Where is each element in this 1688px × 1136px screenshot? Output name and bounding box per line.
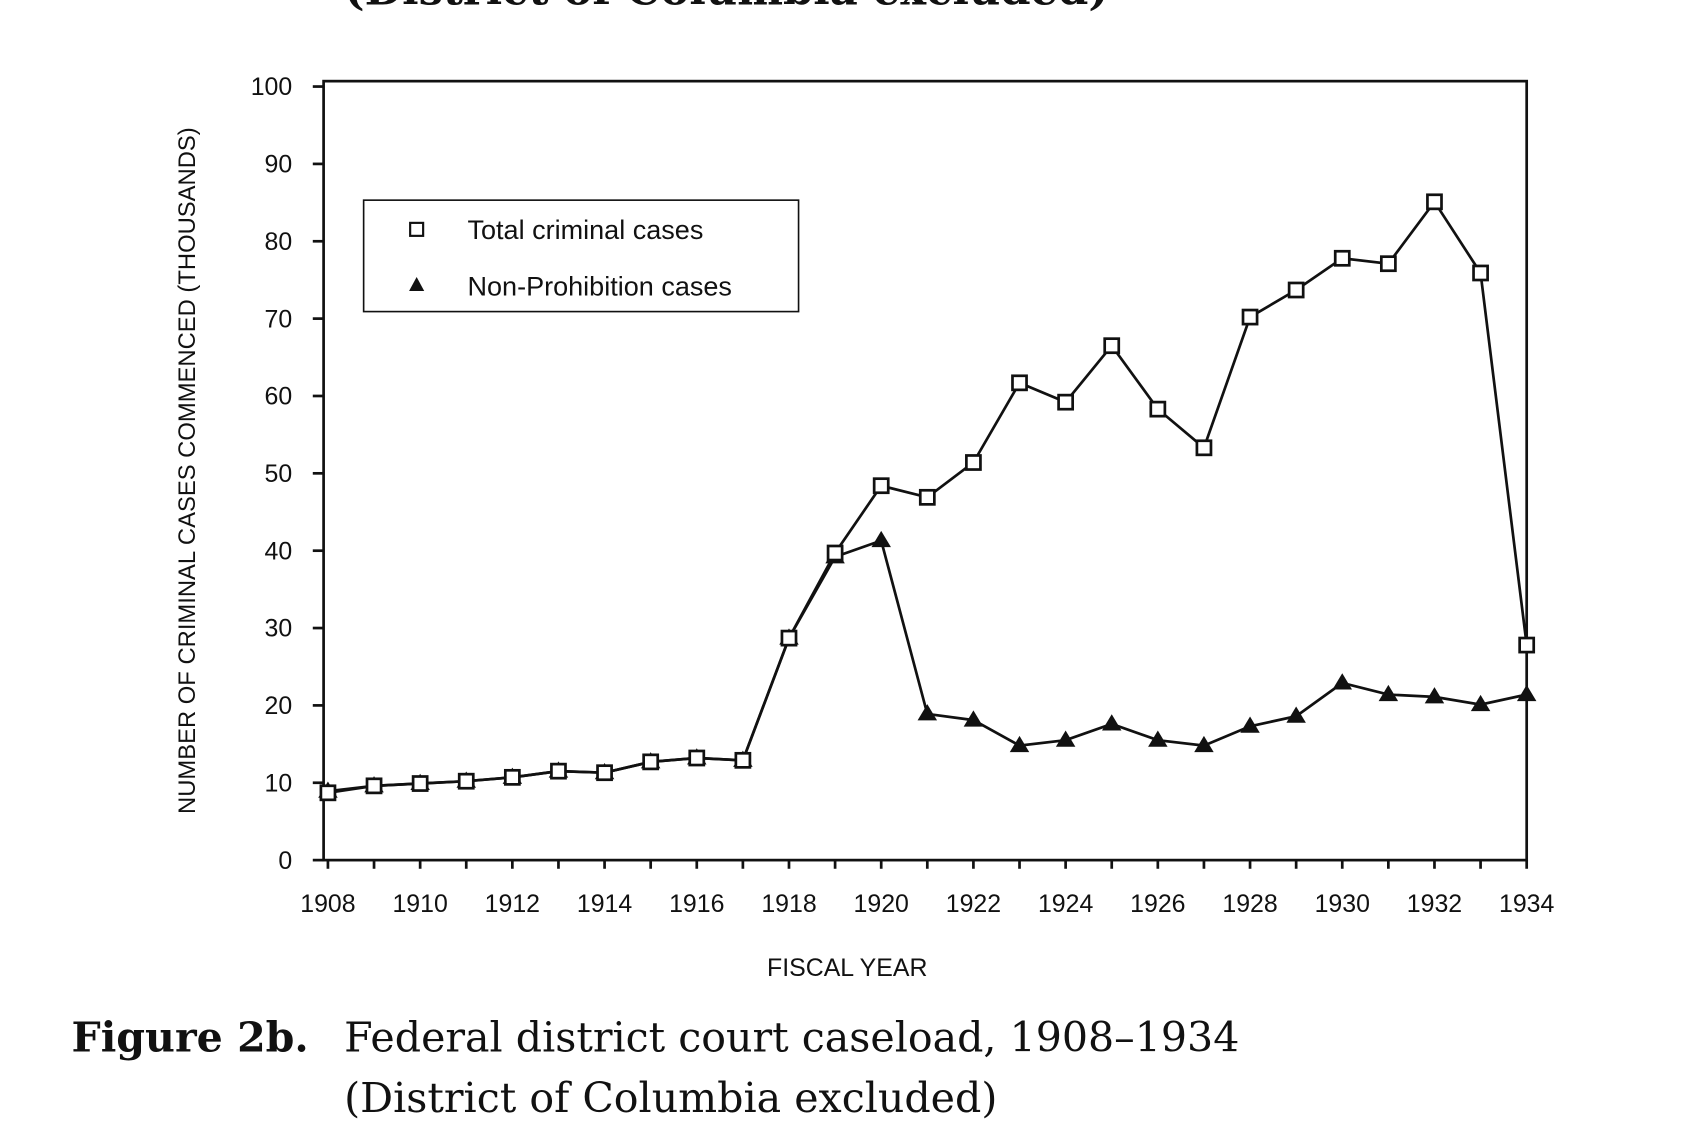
total-point [734, 751, 752, 769]
x-tick-label: 1916 [669, 890, 724, 918]
total-point [1287, 281, 1305, 299]
legend: Total criminal cases Non-Prohibition cas… [362, 199, 800, 313]
y-tick-label: 50 [265, 460, 293, 488]
non-prohibition-point [1378, 684, 1399, 702]
y-tick-label: 60 [265, 383, 293, 411]
total-point [1195, 439, 1213, 457]
y-tick-label: 80 [265, 228, 293, 256]
non-prohibition-point [1148, 730, 1168, 747]
non-prohibition-point [1470, 694, 1491, 712]
y-tick-label: 40 [265, 537, 293, 565]
x-tick-label: 1910 [392, 890, 447, 918]
y-tick-label: 0 [278, 847, 292, 875]
total-point [872, 477, 890, 495]
total-point [780, 629, 798, 647]
x-tick-label: 1934 [1499, 890, 1555, 918]
x-tick-label: 1932 [1407, 890, 1462, 918]
x-tick-label: 1930 [1315, 890, 1370, 918]
non-prohibition-point [1101, 714, 1122, 731]
legend-label-nonprohibition: Non-Prohibition cases [467, 271, 731, 301]
total-point [503, 768, 521, 786]
legend-triangle-marker [409, 276, 425, 292]
y-tick-label: 10 [265, 769, 293, 797]
total-point [1518, 636, 1536, 654]
total-point [365, 777, 383, 795]
non-prohibition-point [1516, 684, 1537, 702]
total-point [1011, 374, 1028, 392]
caption-label: Figure 2b. [72, 1013, 309, 1062]
caption-line1: Federal district court caseload, 1908–19… [344, 1014, 1239, 1062]
top-cut-fragment: (District of Columbia excluded) [344, 0, 1109, 15]
total-point [826, 544, 844, 562]
total-point [688, 749, 706, 767]
total-point [918, 488, 936, 506]
total-point [550, 762, 567, 780]
non-prohibition-point [871, 530, 891, 548]
total-point [1241, 308, 1259, 326]
x-tick-label: 1918 [761, 890, 816, 918]
y-tick-label: 70 [265, 305, 293, 333]
total-point [1333, 249, 1351, 267]
non-prohibition-point [1240, 716, 1260, 733]
y-tick-label: 20 [265, 692, 293, 720]
y-axis-label: NUMBER OF CRIMINAL CASES COMMENCED (THOU… [174, 127, 201, 814]
x-tick-label: 1920 [854, 890, 909, 918]
total-point [457, 772, 475, 790]
non-prohibition-point [917, 704, 938, 721]
x-tick-label: 1908 [300, 890, 355, 918]
x-tick-label: 1928 [1222, 890, 1277, 918]
non-prohibition-point [1009, 735, 1030, 753]
total-point [642, 753, 660, 771]
total-point [965, 454, 982, 471]
x-tick-label: 1914 [577, 890, 633, 918]
total-point [1426, 193, 1443, 211]
total-point [596, 764, 613, 782]
total-point [1149, 400, 1167, 418]
series-line-non-prohibition [327, 538, 1527, 793]
plot-frame [322, 79, 1529, 862]
x-tick-label: 1924 [1038, 890, 1094, 918]
x-tick-label: 1912 [485, 890, 540, 918]
y-tick-label: 90 [265, 151, 293, 179]
non-prohibition-point [1055, 730, 1076, 747]
y-tick-label: 100 [251, 73, 293, 101]
total-point [1472, 264, 1489, 282]
total-point [1103, 337, 1121, 355]
x-tick-label: 1922 [946, 890, 1001, 918]
caption-line2: (District of Columbia excluded) [344, 1074, 997, 1122]
legend-square-marker [409, 221, 425, 237]
non-prohibition-point [1332, 673, 1352, 690]
legend-label-total: Total criminal cases [467, 215, 703, 245]
total-point [1057, 393, 1075, 411]
non-prohibition-point [1424, 687, 1445, 704]
total-point [411, 775, 429, 792]
non-prohibition-point [1286, 706, 1306, 723]
total-point [1379, 255, 1397, 273]
legend-box [362, 199, 800, 313]
non-prohibition-point [963, 710, 984, 727]
non-prohibition-point [1194, 735, 1214, 753]
x-tick-label: 1926 [1130, 890, 1185, 918]
x-axis-label: FISCAL YEAR [767, 954, 927, 982]
y-tick-label: 30 [265, 615, 293, 643]
total-point [319, 784, 337, 802]
